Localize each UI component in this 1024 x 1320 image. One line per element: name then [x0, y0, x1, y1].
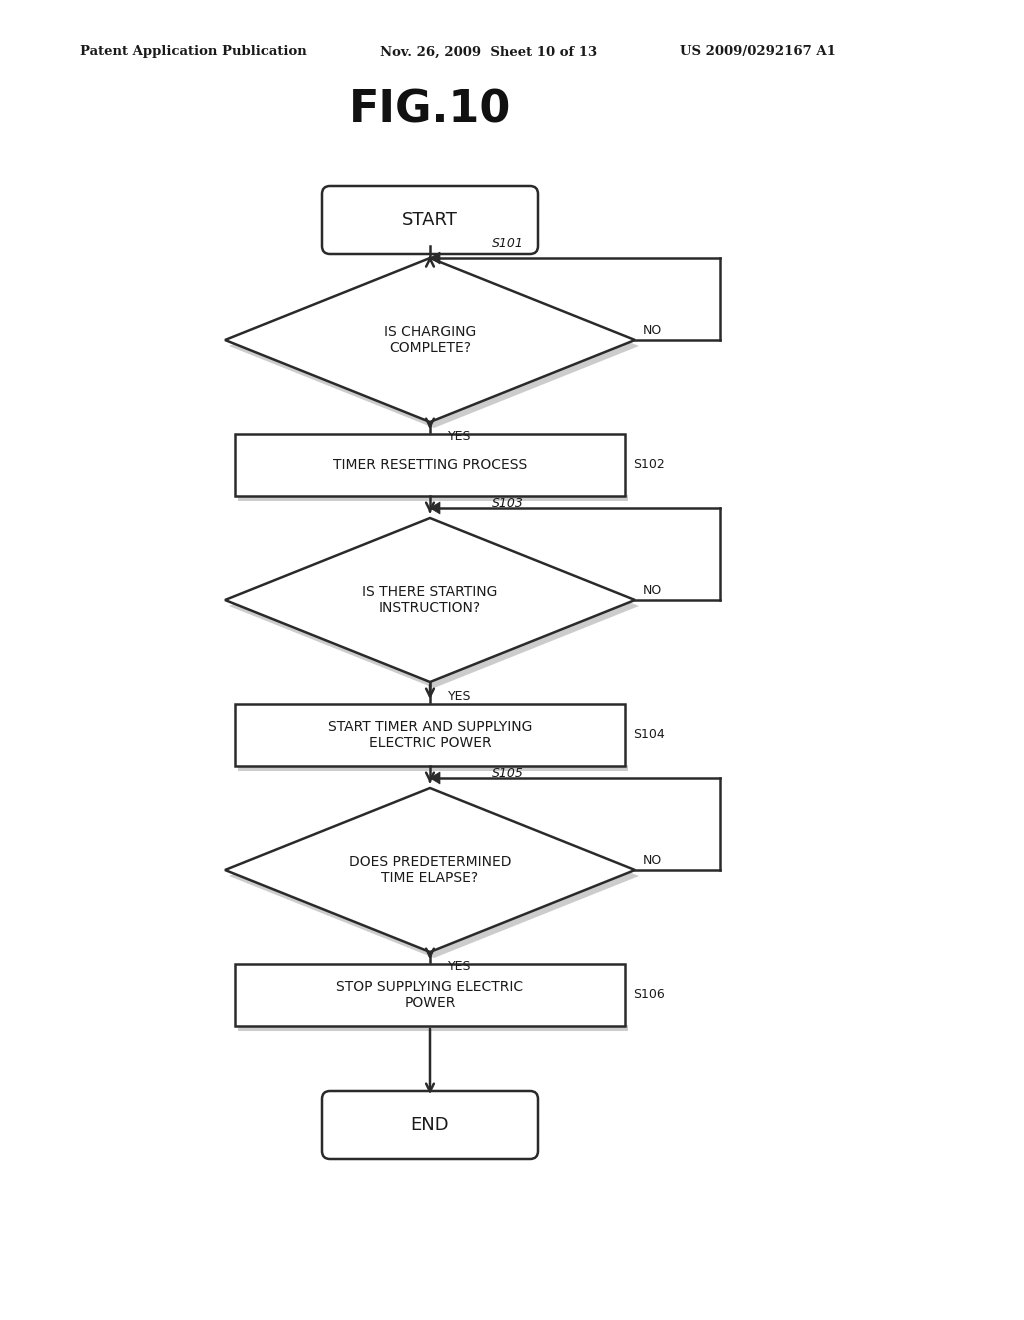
Polygon shape — [225, 517, 635, 682]
Text: STOP SUPPLYING ELECTRIC
POWER: STOP SUPPLYING ELECTRIC POWER — [337, 979, 523, 1010]
Text: US 2009/0292167 A1: US 2009/0292167 A1 — [680, 45, 836, 58]
Polygon shape — [229, 264, 639, 428]
FancyBboxPatch shape — [322, 186, 538, 253]
Text: DOES PREDETERMINED
TIME ELAPSE?: DOES PREDETERMINED TIME ELAPSE? — [349, 855, 511, 886]
Text: YES: YES — [449, 690, 471, 704]
Text: END: END — [411, 1115, 450, 1134]
Polygon shape — [225, 788, 635, 952]
Text: S101: S101 — [492, 238, 523, 249]
Text: S102: S102 — [633, 458, 665, 471]
Bar — [238, 766, 628, 771]
Text: NO: NO — [643, 854, 663, 866]
Text: TIMER RESETTING PROCESS: TIMER RESETTING PROCESS — [333, 458, 527, 473]
Text: START TIMER AND SUPPLYING
ELECTRIC POWER: START TIMER AND SUPPLYING ELECTRIC POWER — [328, 719, 532, 750]
Polygon shape — [430, 252, 440, 264]
Bar — [234, 704, 625, 766]
Bar — [238, 1026, 628, 1031]
Text: S103: S103 — [492, 498, 523, 510]
FancyBboxPatch shape — [322, 1092, 538, 1159]
Polygon shape — [229, 524, 639, 688]
Bar — [234, 434, 625, 496]
Text: START: START — [402, 211, 458, 228]
Polygon shape — [430, 772, 440, 784]
Text: IS CHARGING
COMPLETE?: IS CHARGING COMPLETE? — [384, 325, 476, 355]
Polygon shape — [229, 795, 639, 958]
Polygon shape — [225, 257, 635, 422]
Text: S104: S104 — [633, 729, 665, 742]
Text: S105: S105 — [492, 767, 523, 780]
Bar — [238, 495, 628, 502]
Text: FIG.10: FIG.10 — [349, 88, 511, 132]
Text: NO: NO — [643, 583, 663, 597]
Text: IS THERE STARTING
INSTRUCTION?: IS THERE STARTING INSTRUCTION? — [362, 585, 498, 615]
Text: YES: YES — [449, 430, 471, 444]
Text: YES: YES — [449, 960, 471, 973]
Polygon shape — [430, 502, 440, 513]
Text: NO: NO — [643, 323, 663, 337]
Text: Nov. 26, 2009  Sheet 10 of 13: Nov. 26, 2009 Sheet 10 of 13 — [380, 45, 597, 58]
Bar — [234, 964, 625, 1026]
Text: S106: S106 — [633, 989, 665, 1002]
Text: Patent Application Publication: Patent Application Publication — [80, 45, 307, 58]
